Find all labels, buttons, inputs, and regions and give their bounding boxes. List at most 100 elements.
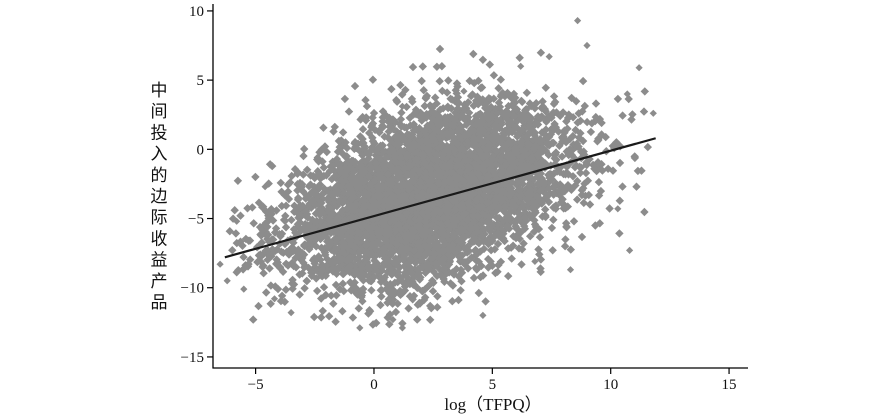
scatter-point [519, 152, 528, 161]
scatter-point [385, 122, 394, 131]
scatter-point [392, 95, 401, 105]
scatter-point [443, 103, 453, 113]
scatter-point [516, 228, 525, 237]
scatter-point [400, 123, 409, 132]
scatter-point [362, 255, 371, 264]
scatter-point [406, 121, 415, 130]
scatter-point [315, 210, 325, 220]
scatter-point [369, 108, 379, 118]
scatter-point [597, 130, 606, 139]
scatter-point [562, 223, 571, 232]
scatter-point [266, 207, 275, 216]
scatter-point [318, 306, 327, 316]
scatter-point [547, 223, 557, 233]
scatter-point [489, 94, 498, 103]
scatter-point [530, 120, 540, 129]
scatter-point [569, 217, 579, 226]
scatter-point [385, 320, 394, 329]
scatter-point [507, 206, 516, 216]
scatter-point [472, 265, 481, 274]
scatter-point [557, 152, 567, 161]
scatter-point [319, 163, 328, 172]
scatter-point [444, 260, 454, 269]
scatter-point [395, 148, 405, 158]
scatter-point [239, 252, 248, 262]
scatter-point [314, 183, 324, 192]
scatter-point [411, 155, 421, 164]
scatter-point [375, 171, 384, 180]
scatter-point [581, 191, 590, 200]
scatter-point [377, 292, 386, 301]
scatter-point [518, 179, 527, 189]
scatter-point [368, 119, 378, 128]
scatter-point [576, 129, 585, 138]
scatter-point [329, 127, 338, 136]
scatter-point [492, 213, 501, 222]
scatter-point [568, 131, 578, 141]
scatter-point [365, 208, 374, 217]
scatter-point [522, 88, 532, 97]
scatter-point [323, 242, 333, 252]
scatter-point [395, 247, 404, 256]
scatter-point [294, 245, 303, 254]
scatter-point [432, 99, 441, 108]
scatter-point [238, 241, 247, 250]
scatter-point [234, 266, 243, 275]
scatter-point [330, 122, 339, 132]
scatter-point [469, 273, 479, 283]
scatter-point [540, 188, 549, 197]
scatter-point [643, 142, 652, 152]
scatter-point [404, 304, 413, 313]
scatter-point [535, 233, 545, 242]
scatter-point [396, 287, 406, 297]
scatter-point [253, 257, 262, 267]
scatter-point [503, 144, 513, 153]
scatter-point [472, 223, 481, 233]
scatter-point [591, 112, 600, 122]
scatter-point [525, 198, 534, 207]
scatter-point [590, 164, 599, 173]
scatter-point [504, 148, 513, 157]
scatter-point [364, 172, 374, 181]
scatter-point [384, 127, 393, 136]
scatter-point [367, 286, 376, 295]
scatter-point [519, 109, 528, 119]
scatter-point [532, 151, 542, 160]
scatter-point [434, 172, 443, 181]
scatter-point [417, 76, 426, 86]
scatter-point [601, 132, 610, 142]
scatter-point [345, 191, 354, 200]
scatter-point [439, 162, 448, 172]
scatter-point [302, 191, 311, 201]
scatter-point [538, 147, 547, 156]
scatter-point [563, 202, 572, 211]
scatter-point [387, 84, 396, 94]
scatter-point [440, 130, 449, 139]
scatter-point [580, 101, 589, 111]
scatter-point [402, 272, 412, 282]
scatter-point [490, 167, 499, 177]
scatter-point [329, 299, 338, 308]
scatter-point [407, 94, 417, 104]
scatter-point [281, 259, 291, 268]
scatter-point [581, 168, 591, 178]
scatter-point [488, 203, 497, 212]
scatter-point [498, 186, 507, 195]
scatter-point [488, 221, 497, 230]
scatter-point [396, 171, 405, 181]
scatter-point [257, 231, 266, 240]
scatter-point [529, 136, 538, 145]
scatter-point [439, 104, 448, 113]
scatter-point [255, 222, 265, 232]
scatter-point [514, 152, 523, 161]
scatter-point [451, 205, 461, 214]
scatter-point [489, 71, 499, 80]
scatter-point [541, 107, 550, 116]
scatter-point [596, 186, 606, 196]
scatter-point [378, 244, 388, 253]
scatter-point [557, 182, 566, 191]
scatter-point [357, 261, 366, 270]
scatter-point [304, 239, 314, 248]
scatter-point [428, 276, 437, 285]
scatter-point [439, 265, 448, 274]
